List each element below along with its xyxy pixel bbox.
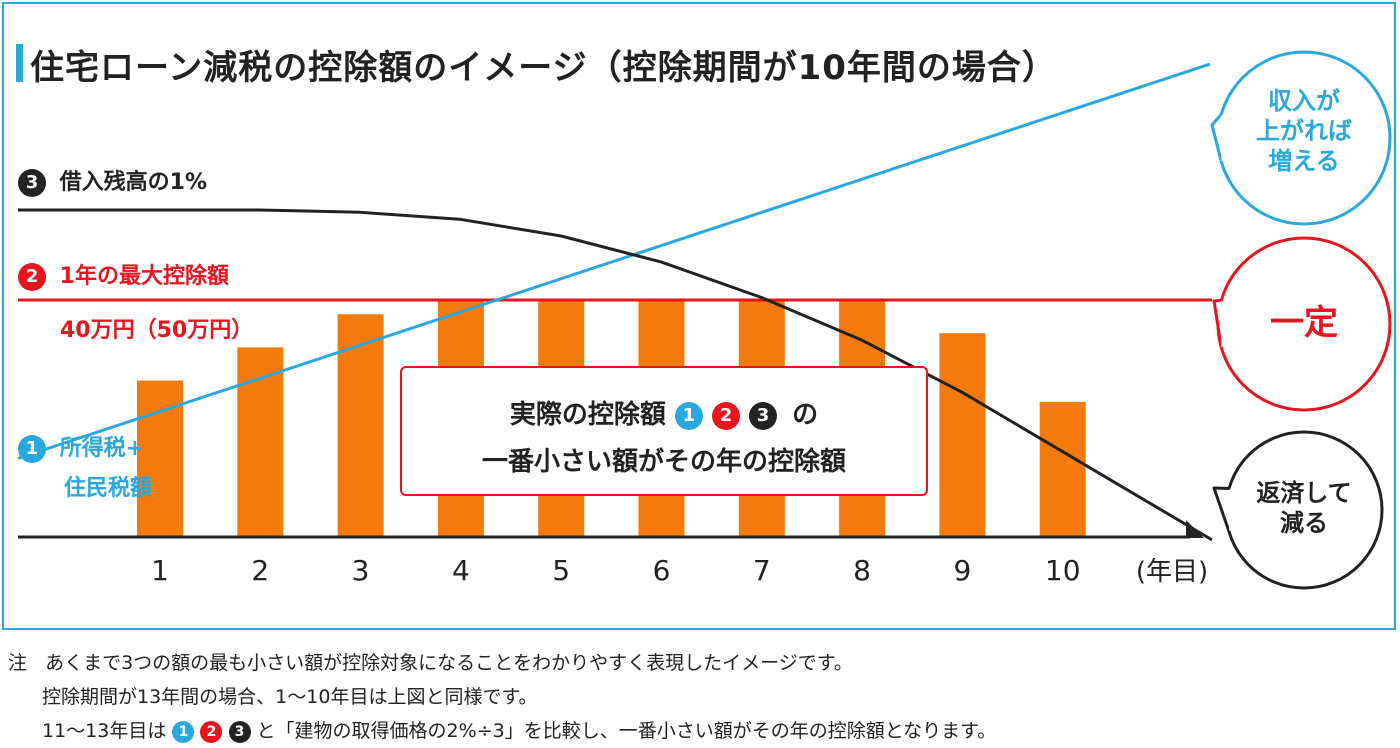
callout-line1-suffix: の bbox=[792, 400, 819, 430]
note-row-1: 注 あくまで3つの額の最も小さい額が控除対象になることをわかりやすく表現したイメ… bbox=[8, 646, 996, 680]
note-prefix: 注 bbox=[8, 652, 28, 674]
bubble-income-tail bbox=[1210, 113, 1223, 163]
number-3-icon: 3 bbox=[749, 401, 778, 430]
x-tick-label: 3 bbox=[352, 554, 370, 587]
bubble-fixed-tail bbox=[1212, 298, 1223, 348]
x-tick-label: 4 bbox=[452, 554, 470, 587]
balance-label: 3 借入残高の1% bbox=[18, 164, 207, 197]
bar-year-10 bbox=[1039, 401, 1086, 537]
note-line3-post: と「建物の取得価格の2%÷3」を比較し、一番小さい額がその年の控除額となります。 bbox=[256, 720, 997, 742]
x-tick-label: 10 bbox=[1045, 554, 1081, 587]
tax-label-line1: 所得税+ bbox=[59, 436, 145, 461]
tax-label-line2: 住民税額 bbox=[64, 476, 153, 501]
note-row-3: 11〜13年目は 1 2 3 と「建物の取得価格の2%÷3」を比較し、一番小さい… bbox=[8, 714, 996, 748]
x-tick-label: 8 bbox=[853, 554, 871, 587]
bar-year-9 bbox=[939, 333, 986, 537]
bubble-income-text: 収入が 上がれば 増える bbox=[1256, 87, 1352, 175]
callout-line1: 実際の控除額 1 2 3 の bbox=[402, 394, 926, 431]
x-tick-label: 6 bbox=[653, 554, 671, 587]
number-2-icon: 2 bbox=[712, 401, 740, 430]
bar-year-2 bbox=[237, 347, 284, 537]
callout-line2: 一番小さい額がその年の控除額 bbox=[481, 447, 846, 477]
x-unit-label: (年目) bbox=[1136, 557, 1208, 587]
title-accent-bar bbox=[16, 44, 23, 82]
notes: 注 あくまで3つの額の最も小さい額が控除対象になることをわかりやすく表現したイメ… bbox=[8, 646, 996, 748]
number-2-icon: 2 bbox=[18, 263, 46, 291]
tax-label: 1 所得税+ bbox=[18, 430, 144, 463]
number-1-icon: 1 bbox=[674, 401, 703, 430]
max-deduction-label: 2 1年の最大控除額 bbox=[18, 258, 229, 291]
note-line3-pre: 11〜13年目は bbox=[42, 720, 167, 742]
note-row-2: 控除期間が13年間の場合、1〜10年目は上図と同様です。 bbox=[8, 680, 996, 714]
callout-box: 実際の控除額 1 2 3 の 一番小さい額がその年の控除額 bbox=[400, 366, 928, 496]
x-tick-label: 7 bbox=[753, 554, 771, 587]
callout-line1-text: 実際の控除額 bbox=[509, 400, 666, 430]
number-3-icon: 3 bbox=[18, 169, 46, 197]
max-deduction-amount: 40万円（50万円） bbox=[60, 318, 254, 343]
number-2-icon: 2 bbox=[200, 720, 223, 743]
bubble-decrease-tail bbox=[1212, 486, 1231, 533]
balance-label-text: 借入残高の1% bbox=[59, 170, 208, 195]
bar-year-3 bbox=[337, 314, 384, 537]
number-1-icon: 1 bbox=[172, 720, 195, 743]
number-1-icon: 1 bbox=[18, 435, 46, 463]
note-line2: 控除期間が13年間の場合、1〜10年目は上図と同様です。 bbox=[42, 686, 538, 708]
x-tick-label: 1 bbox=[151, 554, 169, 587]
balance-1pct-line bbox=[18, 208, 1213, 542]
x-axis-arrow bbox=[1186, 520, 1204, 538]
number-3-icon: 3 bbox=[228, 720, 251, 743]
bubble-fixed-text: 一定 bbox=[1270, 303, 1338, 343]
x-tick-label: 2 bbox=[251, 554, 269, 587]
chart-frame bbox=[2, 2, 1396, 630]
bubble-decrease-text: 返済して 減る bbox=[1256, 479, 1352, 537]
income-tax-line bbox=[17, 62, 1211, 460]
chart-title: 住宅ローン減税の控除額のイメージ（控除期間が10年間の場合） bbox=[30, 48, 1057, 88]
note-line1: あくまで3つの額の最も小さい額が控除対象になることをわかりやすく表現したイメージ… bbox=[45, 652, 853, 674]
max-deduction-label-text: 1年の最大控除額 bbox=[59, 264, 229, 289]
x-tick-label: 5 bbox=[552, 554, 570, 587]
x-tick-label: 9 bbox=[953, 554, 971, 587]
